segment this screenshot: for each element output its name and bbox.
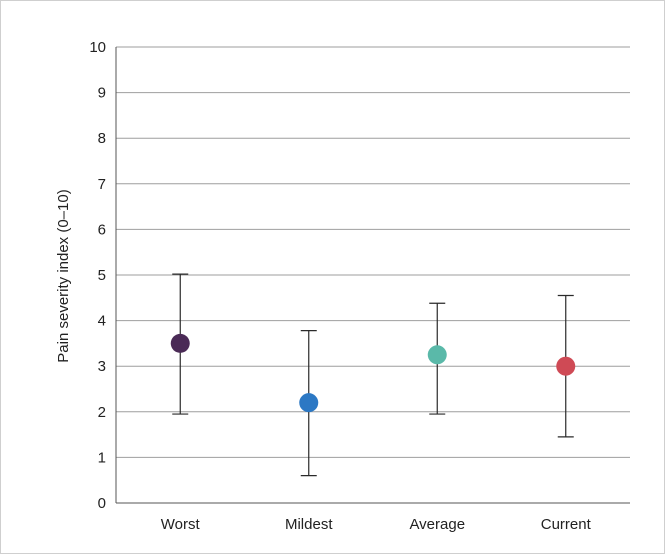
y-axis-title: Pain severity index (0–10) bbox=[55, 189, 72, 362]
x-tick-label: Worst bbox=[161, 516, 201, 533]
data-point bbox=[299, 393, 319, 413]
error-bars bbox=[172, 273, 574, 477]
y-tick-label: 4 bbox=[98, 313, 106, 330]
data-point bbox=[170, 333, 190, 353]
y-tick-label: 10 bbox=[89, 39, 106, 56]
data-point bbox=[427, 345, 447, 365]
x-tick-labels: Worst Mildest Average Current bbox=[161, 516, 592, 533]
y-tick-label: 0 bbox=[98, 495, 106, 512]
data-point bbox=[556, 356, 576, 376]
gridlines bbox=[116, 46, 630, 458]
x-tick-label: Mildest bbox=[285, 516, 333, 533]
y-tick-label: 1 bbox=[98, 449, 106, 466]
y-tick-labels: 0 1 2 3 4 5 6 7 8 9 10 bbox=[89, 39, 106, 512]
x-tick-label: Current bbox=[541, 516, 592, 533]
axes bbox=[115, 47, 630, 504]
y-tick-label: 2 bbox=[98, 404, 106, 421]
y-tick-label: 3 bbox=[98, 358, 106, 375]
y-tick-label: 8 bbox=[98, 130, 106, 147]
y-tick-label: 5 bbox=[98, 267, 106, 284]
y-tick-label: 6 bbox=[98, 221, 106, 238]
y-tick-label: 9 bbox=[98, 85, 106, 102]
x-tick-label: Average bbox=[409, 516, 465, 533]
y-tick-label: 7 bbox=[98, 176, 106, 193]
data-points bbox=[170, 333, 576, 413]
